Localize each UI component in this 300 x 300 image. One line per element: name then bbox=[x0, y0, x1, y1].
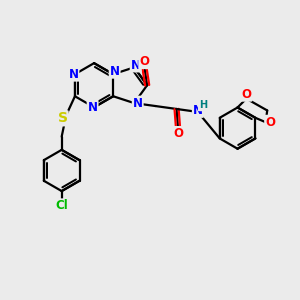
Text: O: O bbox=[242, 88, 251, 101]
Text: S: S bbox=[58, 111, 68, 125]
Text: Cl: Cl bbox=[55, 199, 68, 212]
Text: N: N bbox=[110, 65, 120, 78]
Text: O: O bbox=[265, 116, 275, 129]
Text: N: N bbox=[68, 68, 79, 81]
Text: O: O bbox=[139, 55, 149, 68]
Text: N: N bbox=[88, 101, 98, 114]
Text: H: H bbox=[199, 100, 207, 110]
Text: N: N bbox=[131, 58, 141, 71]
Text: N: N bbox=[133, 97, 143, 110]
Text: O: O bbox=[173, 127, 183, 140]
Text: N: N bbox=[193, 104, 203, 117]
